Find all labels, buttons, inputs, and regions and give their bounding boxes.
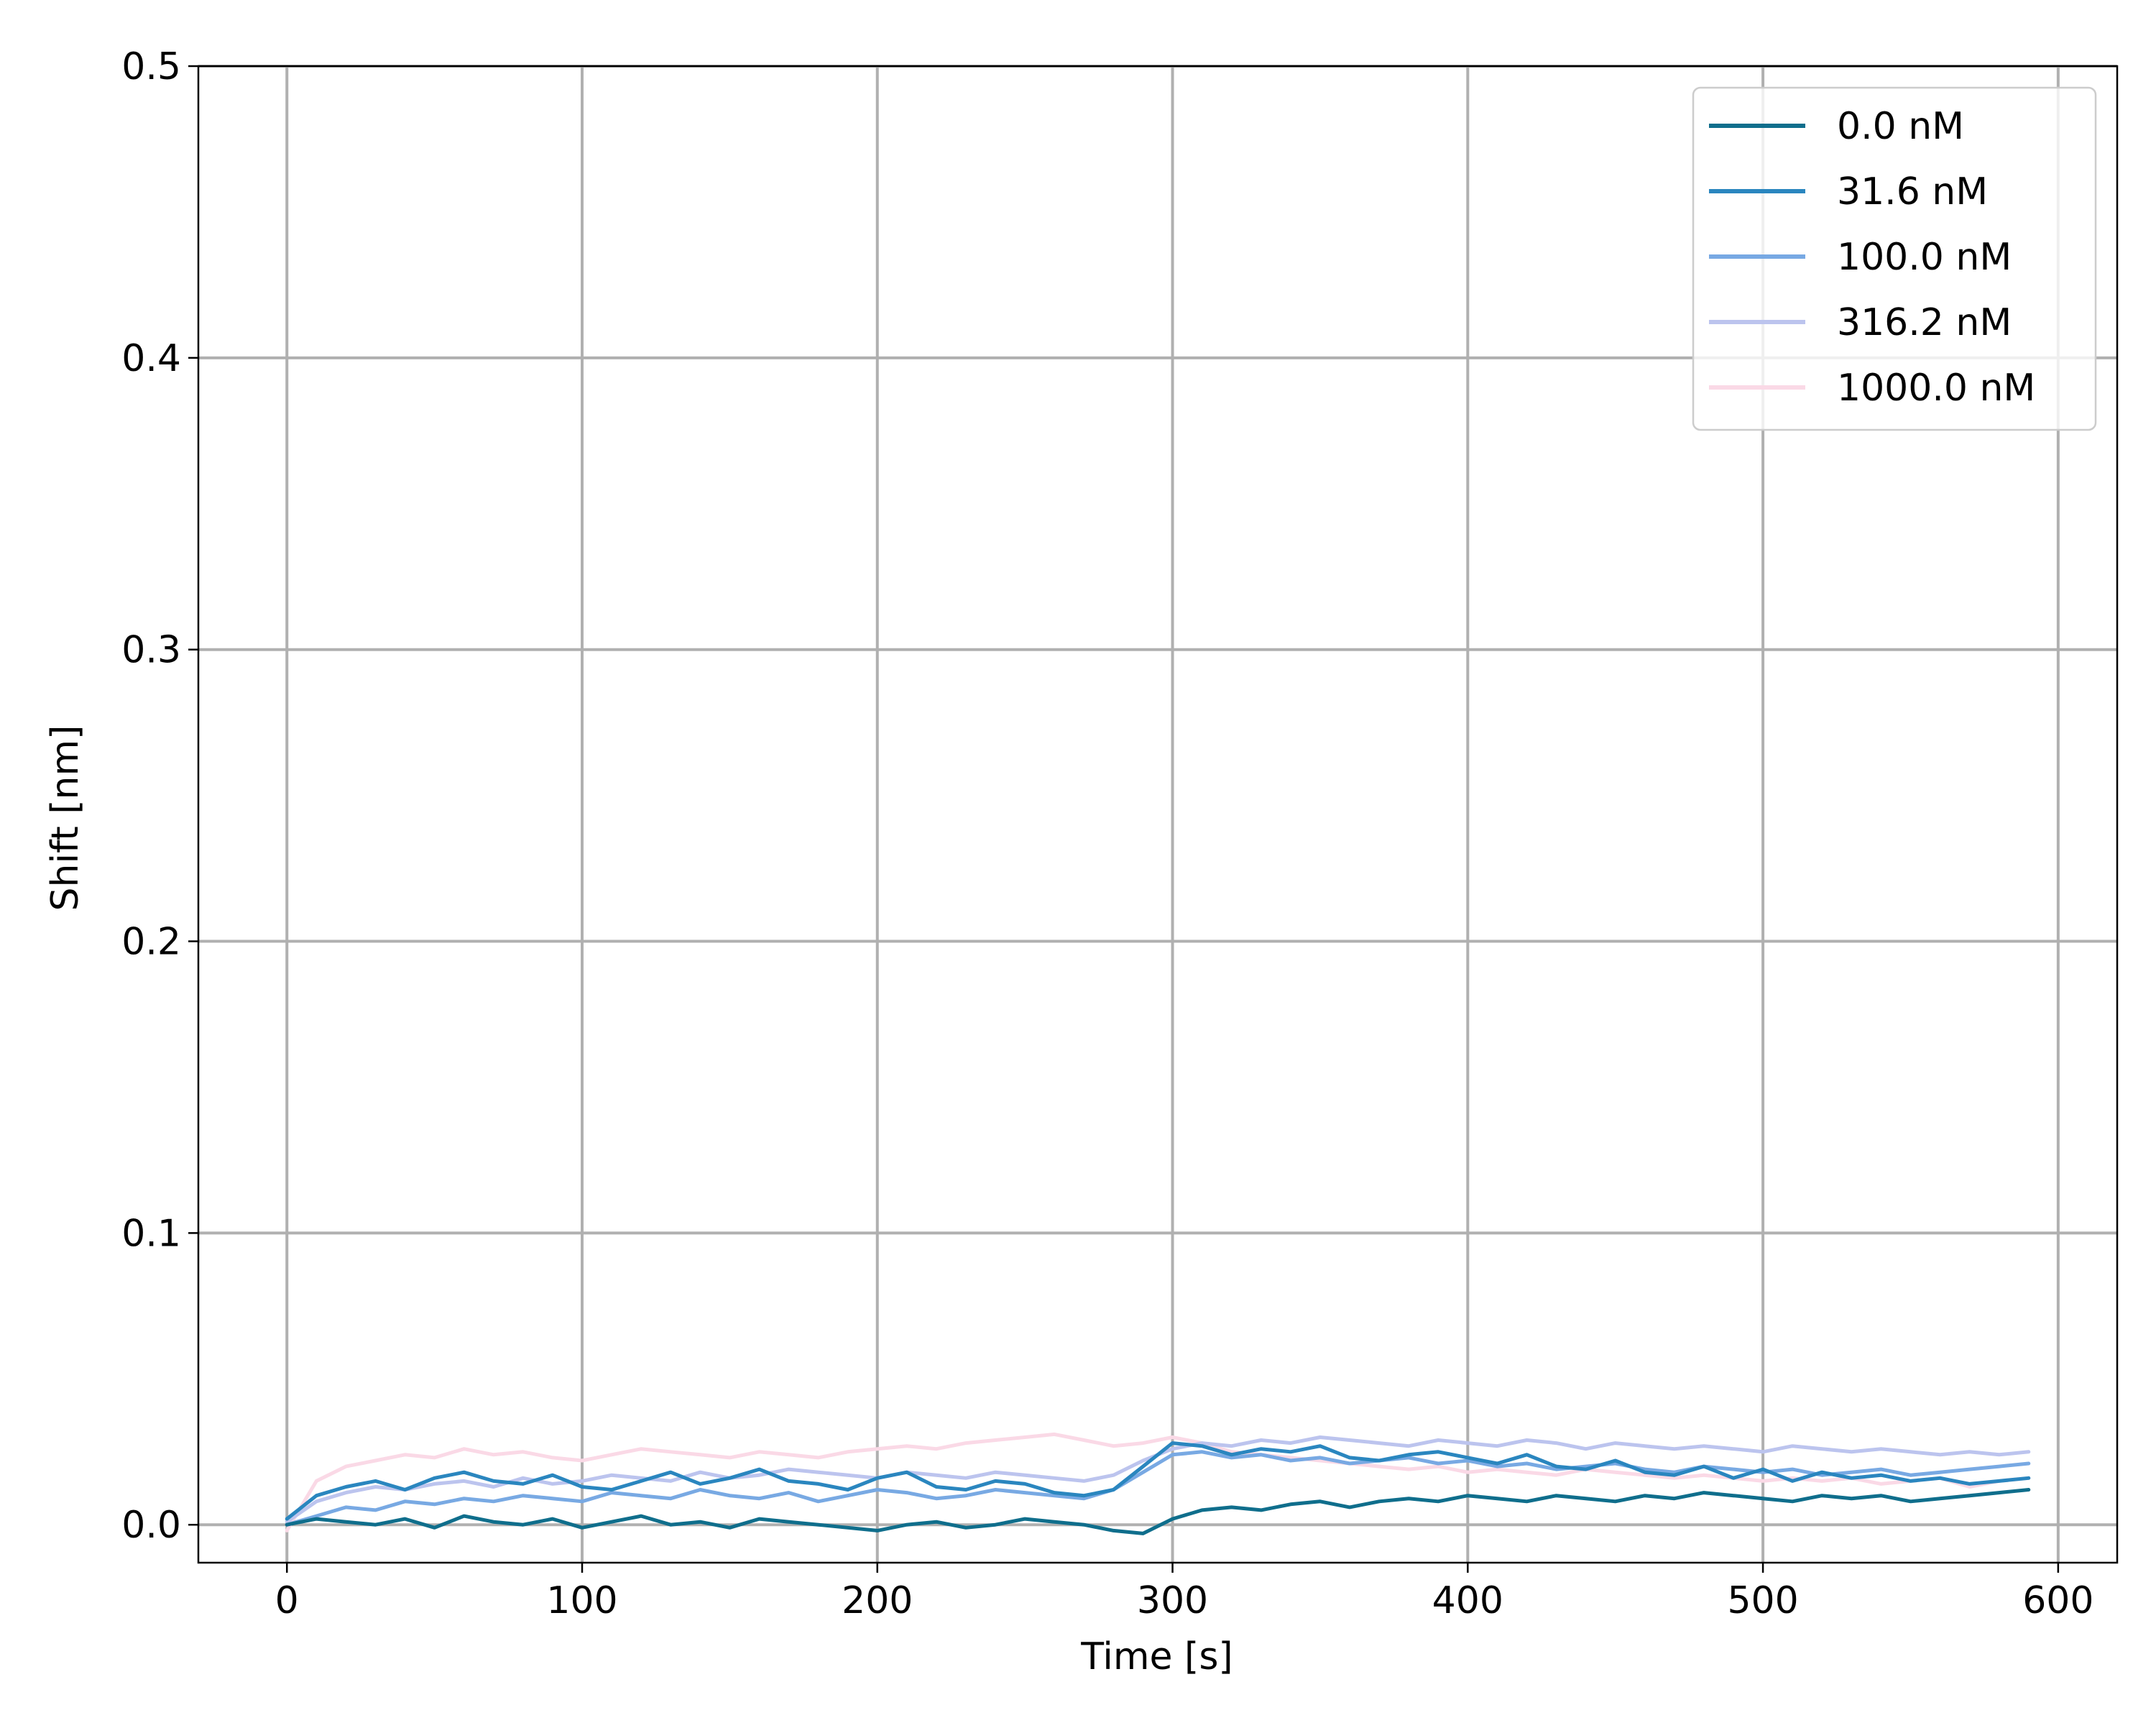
series-lines [285,1432,2031,1535]
y-tick-label: 0.1 [121,1212,181,1255]
x-tick-label: 600 [2022,1579,2093,1622]
x-axis-label: Time [s] [1080,1635,1233,1678]
x-tick-label: 100 [546,1579,617,1622]
legend-box [1692,86,2097,431]
x-tick-label: 200 [842,1579,913,1622]
y-tick-label: 0.3 [121,629,181,672]
legend-label-4: 1000.0 nM [1837,367,2035,410]
x-tick-label: 300 [1137,1579,1208,1622]
y-tick-label: 0.0 [121,1504,181,1547]
x-tick-label: 500 [1727,1579,1798,1622]
series-line-2 [285,1450,2031,1527]
y-tick-label: 0.4 [121,337,181,380]
x-axis-ticks: 0 100 200 300 400 500 600 [275,1563,2093,1622]
legend-label-2: 100.0 nM [1837,236,2012,279]
y-tick-label: 0.2 [121,921,181,964]
legend-label-3: 316.2 nM [1837,301,2012,344]
series-line-4 [285,1432,2031,1532]
legend-label-0: 0.0 nM [1837,105,1964,148]
legend-label-1: 31.6 nM [1837,170,1988,213]
y-axis-label: Shift [nm] [44,725,87,911]
x-tick-label: 0 [275,1579,299,1622]
y-axis-ticks: 0.0 0.1 0.2 0.3 0.4 0.5 [121,45,198,1547]
legend-items: 0.0 nM 31.6 nM 100.0 nM 316.2 nM 1000.0 nM [1709,105,2035,410]
y-tick-label: 0.5 [121,45,181,88]
plot-area-frame [197,65,2119,1564]
series-line-1 [285,1441,2031,1521]
legend: 0.0 nM 31.6 nM 100.0 nM 316.2 nM 1000.0 nM [1692,86,2097,431]
series-line-0 [285,1488,2031,1535]
x-tick-label: 400 [1432,1579,1503,1622]
